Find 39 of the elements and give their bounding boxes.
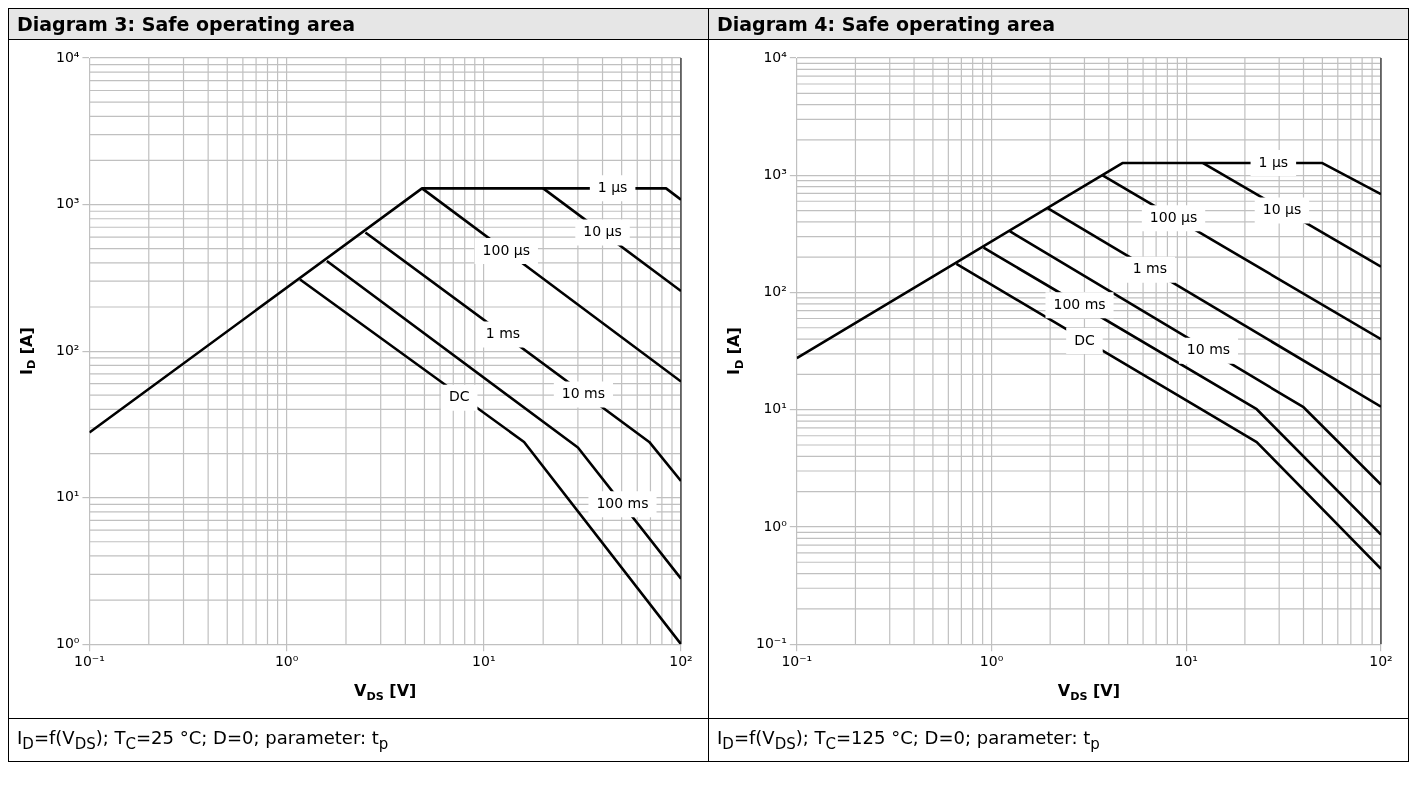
annotation: DC <box>1074 331 1095 348</box>
y-tick-label: 10² <box>763 283 787 300</box>
y-tick-label: 10³ <box>55 195 80 212</box>
y-tick-label: 10⁰ <box>55 634 80 651</box>
text: I$_{D}$=f(V$_{DS}$); T$_{C}$=125 °C; D=0; parameter: t$_{p}$ <box>716 726 1101 755</box>
y-tick-label: 10⁰ <box>763 517 788 534</box>
annotation: 100 µs <box>482 241 530 258</box>
y-tick-label: 10³ <box>763 165 787 182</box>
x-tick-label: 10⁰ <box>979 653 1004 670</box>
annotation: 10 ms <box>1186 341 1231 358</box>
annotation: 100 µs <box>1149 208 1198 225</box>
annotation: 1 µs <box>597 178 628 195</box>
annotation: 1 ms <box>1132 260 1167 277</box>
annotation: 100 ms <box>596 495 649 511</box>
y-axis-title: ID [A] <box>16 327 39 376</box>
x-tick-label: 10⁰ <box>274 653 299 670</box>
x-tick-label: 10⁻¹ <box>781 653 813 670</box>
text: I$_{D}$=f(V$_{DS}$); T$_{C}$=25 °C; D=0; parameter: t$_{p}$ <box>16 726 390 755</box>
x-tick-label: 10⁻¹ <box>74 653 105 670</box>
y-tick-label: 10¹ <box>55 488 80 505</box>
y-tick-label: 10² <box>55 341 80 358</box>
x-tick-label: 10² <box>669 653 693 670</box>
x-tick-label: 10¹ <box>472 653 496 670</box>
annotation: 1 ms <box>485 325 521 342</box>
chart-title: Diagram 4: Safe operating area <box>709 9 1408 40</box>
y-tick-label: 10¹ <box>763 400 787 417</box>
y-tick-label: 10⁴ <box>55 48 80 65</box>
chart-title: Diagram 3: Safe operating area <box>9 9 708 40</box>
annotation: DC <box>448 388 470 405</box>
x-tick-label: 10¹ <box>1174 653 1198 670</box>
annotation: 1 µs <box>1258 153 1289 170</box>
y-axis-title: ID [A] <box>723 327 746 376</box>
annotation: 10 µs <box>583 223 622 240</box>
y-tick-label: 10⁴ <box>763 48 788 65</box>
annotation: 10 µs <box>1262 201 1302 218</box>
annotation: 10 ms <box>561 385 606 402</box>
x-tick-label: 10² <box>1369 653 1393 670</box>
y-tick-label: 10⁻¹ <box>755 634 787 651</box>
annotation: 100 ms <box>1053 295 1106 312</box>
